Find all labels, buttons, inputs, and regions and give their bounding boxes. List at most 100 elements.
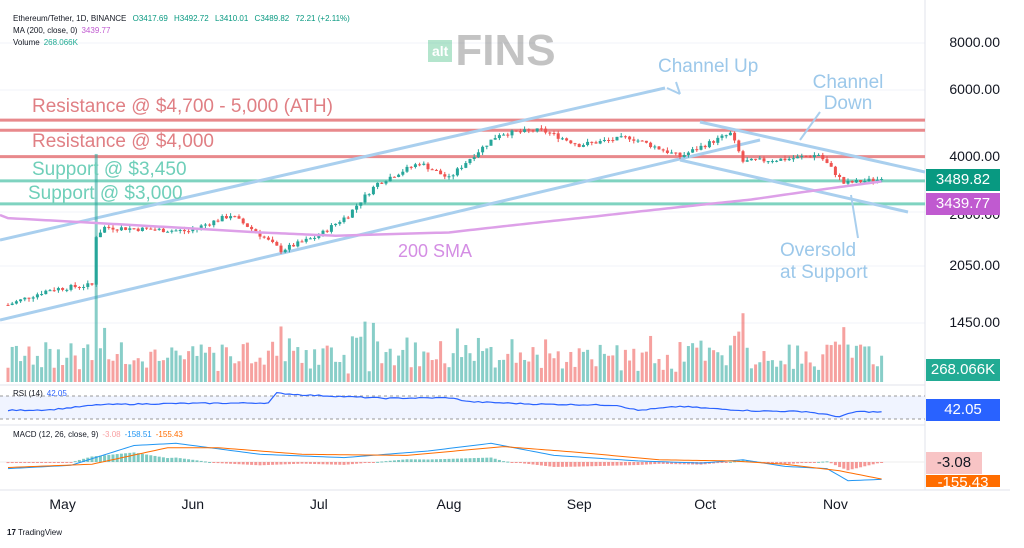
candle-body (262, 236, 266, 238)
candle-body (619, 136, 623, 138)
macd-histogram-bar (405, 459, 409, 462)
volume-bar (115, 354, 119, 382)
volume-bar (317, 364, 321, 382)
macd-histogram-bar (728, 461, 732, 463)
volume-bar (367, 371, 371, 382)
rsi-tag: 42.05 (926, 399, 1000, 421)
macd-histogram-bar (464, 458, 468, 462)
volume-bar (628, 360, 632, 382)
macd-histogram-bar (216, 462, 220, 464)
volume-bar (691, 343, 695, 382)
macd-histogram-bar (649, 462, 653, 465)
macd-histogram-bar (376, 461, 380, 463)
volume-bar (548, 353, 552, 382)
macd-histogram-bar (623, 462, 627, 466)
x-tick-label: Aug (436, 496, 462, 512)
macd-histogram-bar (833, 462, 837, 466)
candle-body (447, 176, 451, 178)
candle-body (691, 149, 695, 153)
macd-histogram-bar (40, 462, 44, 463)
candle-body (350, 209, 354, 218)
volume-bar (6, 367, 10, 382)
macd-histogram-bar (61, 462, 65, 463)
candle-body (119, 227, 123, 231)
macd-histogram-bar (212, 462, 216, 463)
volume-bar (850, 357, 854, 382)
candle-body (161, 228, 165, 233)
macd-histogram-bar (712, 462, 716, 464)
signal-line (7, 446, 882, 480)
annotation-support-3000: Support @ $3,000 (28, 183, 183, 204)
macd-histogram-bar (111, 454, 115, 462)
macd-histogram-bar (481, 457, 485, 462)
candle-body (455, 168, 459, 176)
volume-bar (783, 364, 787, 382)
macd-histogram-bar (733, 461, 737, 463)
macd-histogram-bar (850, 462, 854, 470)
macd-histogram-bar (791, 462, 795, 464)
candle-body (254, 229, 258, 233)
volume-bar (485, 348, 489, 382)
volume-bar (455, 328, 459, 382)
macd-histogram-bar (73, 461, 77, 463)
candle-body (628, 136, 632, 140)
altfins-watermark: alt FINS (428, 26, 556, 76)
macd-histogram-bar (254, 462, 258, 466)
volume-bar (271, 341, 275, 382)
volume-bar (174, 350, 178, 382)
candle-body (124, 227, 128, 230)
channel-down-arrow (799, 111, 821, 141)
macd-histogram-bar (611, 462, 615, 466)
volume-bar (355, 337, 359, 382)
candle-body (166, 231, 170, 233)
candle-body (384, 181, 388, 184)
macd-histogram-bar (140, 453, 144, 462)
candle-body (523, 129, 527, 132)
signal-tag: -155.43 (926, 475, 1000, 487)
volume-bar (539, 367, 543, 382)
volume-bar (611, 355, 615, 382)
ma-price-tag: 3439.77 (926, 193, 1000, 215)
candle-body (271, 239, 275, 243)
candle-body (208, 224, 212, 226)
volume-bar (812, 366, 816, 382)
macd-histogram-bar (581, 462, 585, 467)
candle-body (489, 139, 493, 146)
volume-bar (325, 345, 329, 382)
volume-bar (82, 348, 86, 382)
candle-body (632, 139, 636, 141)
macd-histogram-bar (170, 457, 174, 462)
oversold-line1: Oversold (780, 240, 857, 261)
volume-bar (149, 351, 153, 382)
macd-histogram-bar (636, 462, 640, 466)
y-tick-label: 4000.00 (949, 147, 1000, 164)
volume-bar (98, 348, 102, 382)
macd-histogram-bar (766, 462, 770, 463)
macd-histogram-bar (6, 462, 10, 464)
volume-bar (808, 362, 812, 382)
volume-bar (502, 359, 506, 382)
candle-body (61, 288, 65, 290)
volume-bar (401, 349, 405, 382)
volume-bar (350, 336, 354, 382)
macd-histogram-bar (577, 462, 581, 467)
candle-body (754, 158, 758, 160)
volume-bar (720, 355, 724, 382)
candle-body (728, 132, 732, 136)
candle-body (245, 223, 249, 227)
volume-bar (754, 364, 758, 382)
macd-histogram-bar (430, 459, 434, 462)
candle-body (401, 171, 405, 175)
macd-histogram-bar (674, 462, 678, 465)
volume-bar (86, 344, 90, 382)
macd-histogram-bar (237, 462, 241, 465)
candle-body (808, 156, 812, 158)
volume-bar (716, 352, 720, 382)
macd-histogram-bar (342, 462, 346, 465)
tradingview-logo[interactable]: 17 TradingView (7, 528, 63, 537)
candle-body (342, 217, 346, 223)
macd-histogram-bar (628, 462, 632, 466)
volume-bar (10, 346, 14, 382)
candle-body (388, 176, 392, 182)
